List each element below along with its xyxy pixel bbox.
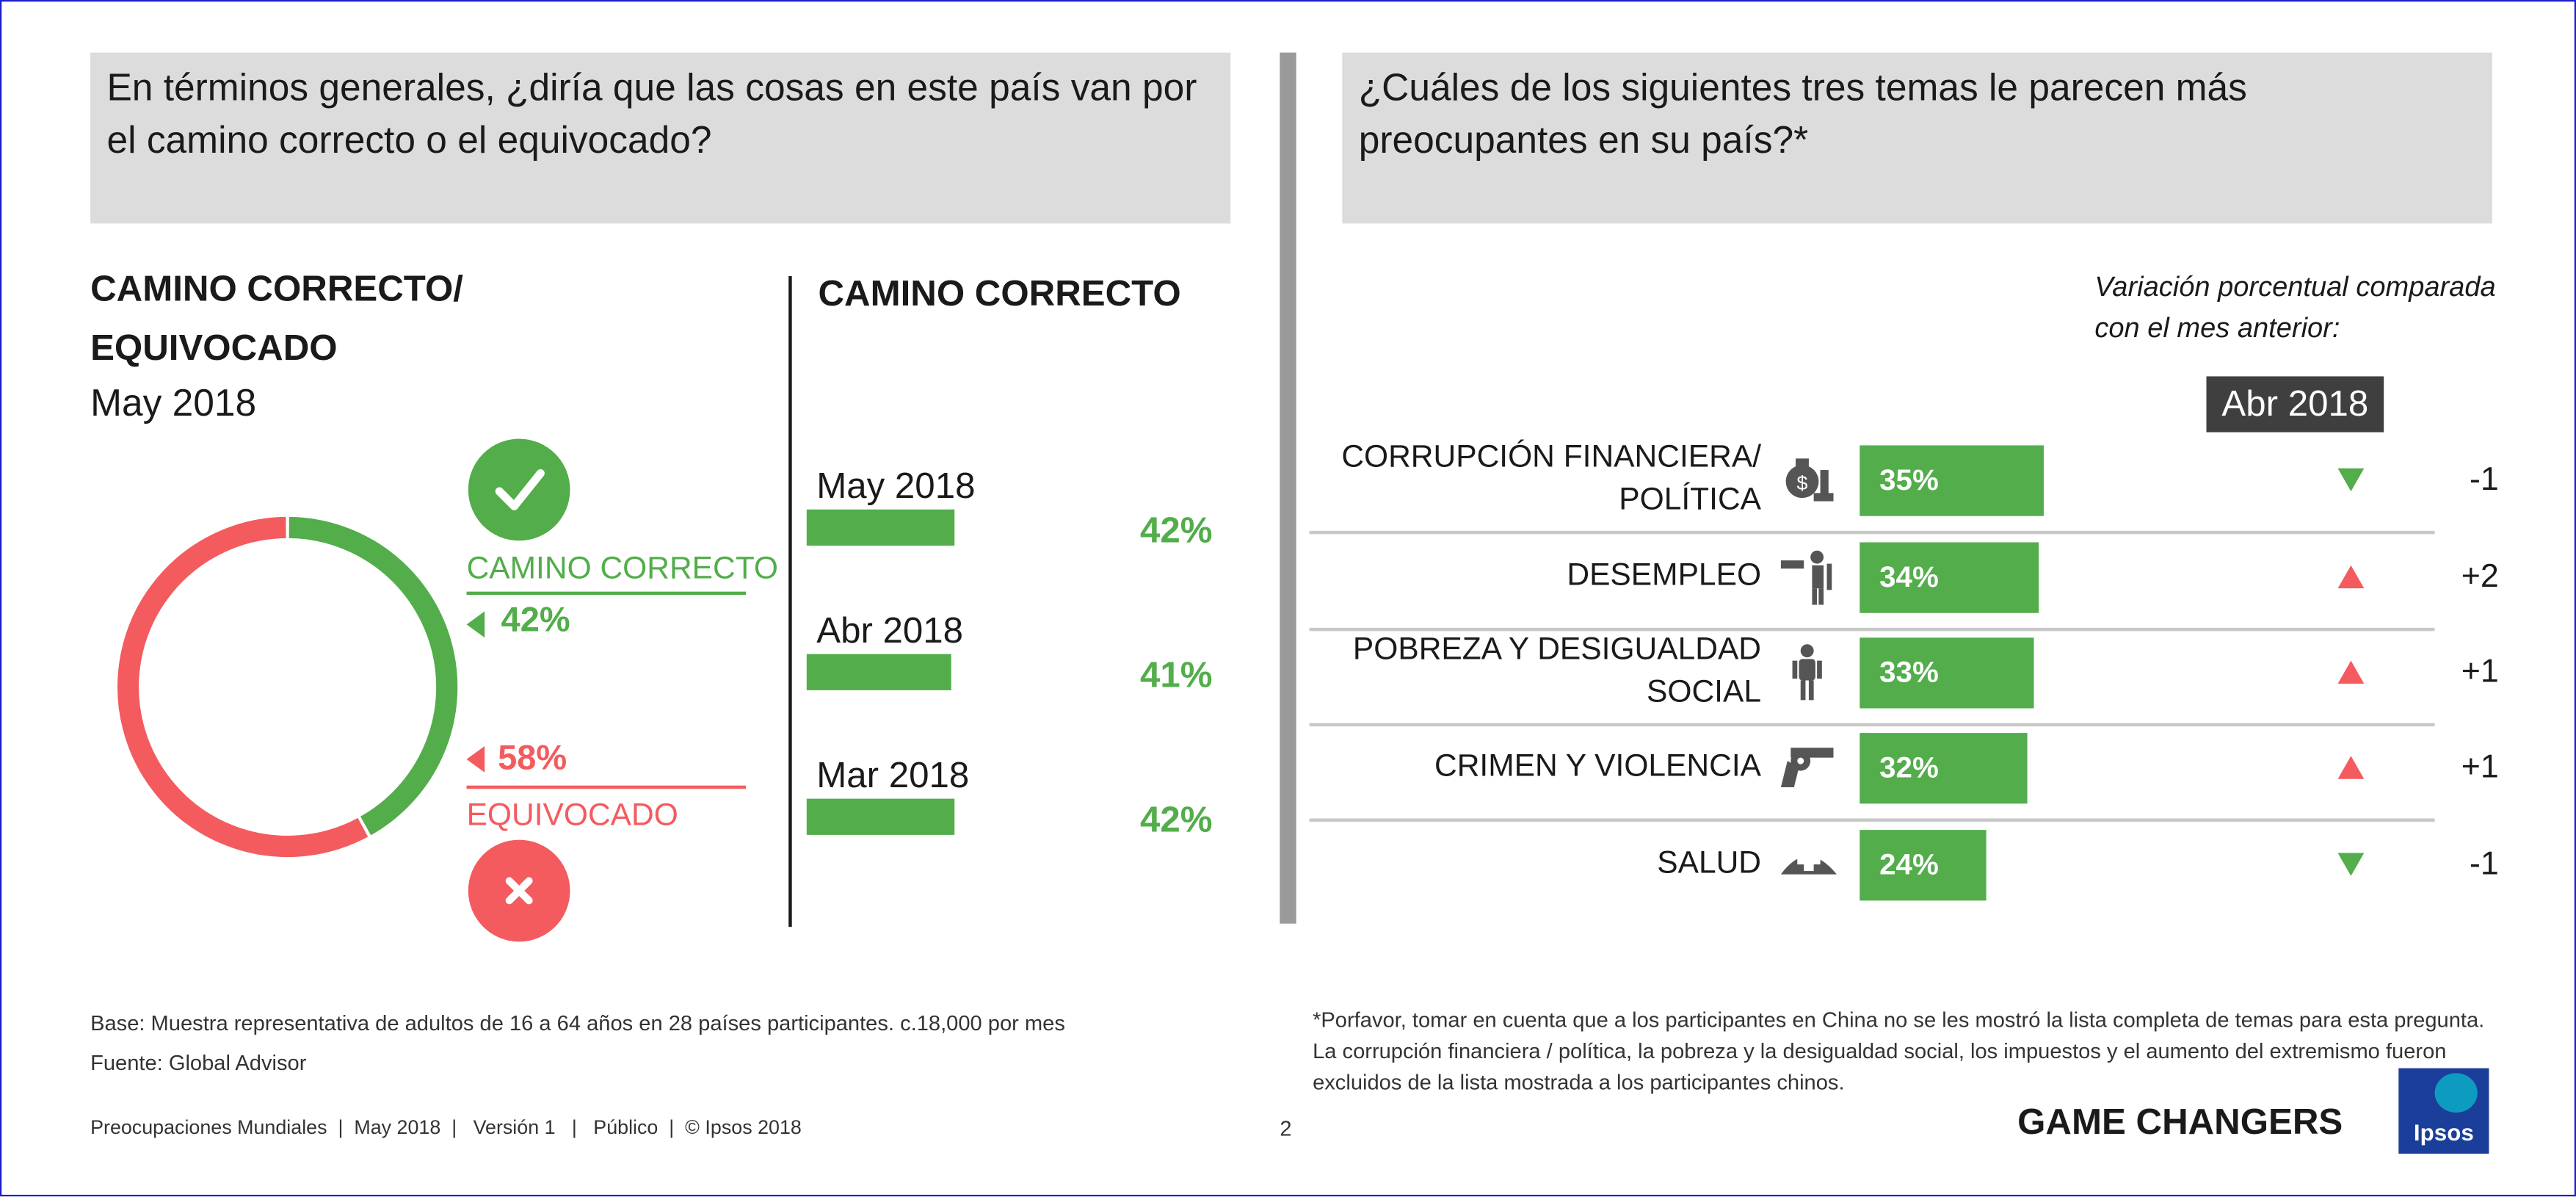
row-divider xyxy=(1309,530,2435,535)
trend-value-label: 42% xyxy=(1139,798,1213,840)
issue-value-label: 32% xyxy=(1879,751,1939,784)
footer-text: Preocupaciones Mundiales | May 2018 | Ve… xyxy=(90,1115,802,1139)
center-divider xyxy=(1280,52,1296,924)
triangle-down-icon xyxy=(2337,468,2365,492)
revolver-icon xyxy=(1780,748,1834,787)
triangle-down-icon xyxy=(2337,853,2365,876)
page-number: 2 xyxy=(1280,1115,1292,1141)
brand-text: GAME CHANGERS xyxy=(2017,1101,2343,1143)
base-note: Base: Muestra representativa de adultos … xyxy=(90,1010,1065,1035)
trend-value-label: 41% xyxy=(1139,654,1213,695)
right-question-box: ¿Cuáles de los siguientes tres temas le … xyxy=(1342,52,2492,224)
issue-value-label: 34% xyxy=(1879,560,1939,593)
donut-chart xyxy=(117,516,458,858)
issue-change-label: -1 xyxy=(2470,846,2499,883)
issue-label: DESEMPLEO xyxy=(1567,558,1762,593)
issue-change-label: +1 xyxy=(2461,749,2499,786)
issue-value-label: 24% xyxy=(1879,847,1939,881)
issue-label: POBREZA Y DESIGUALDAD SOCIAL xyxy=(1352,632,1762,710)
issue-change-label: +1 xyxy=(2461,654,2499,690)
wrong-label: EQUIVOCADO xyxy=(466,798,678,833)
pointing-hand-icon xyxy=(1780,550,1832,605)
variation-note-line-1: Variación porcentual comparada xyxy=(2094,271,2496,303)
wrong-underline xyxy=(466,785,747,789)
donut-slice-correct xyxy=(289,516,458,836)
pie-period: May 2018 xyxy=(90,381,257,424)
trend-title: CAMINO CORRECTO xyxy=(818,272,1181,314)
issue-change-label: -1 xyxy=(2470,461,2499,499)
issue-value-label: 35% xyxy=(1879,463,1939,496)
issue-label: SALUD xyxy=(1657,846,1762,881)
trend-category-label: May 2018 xyxy=(816,465,976,507)
trend-bar xyxy=(806,509,955,546)
row-divider xyxy=(1309,818,2435,822)
issue-bar xyxy=(1860,542,2039,613)
left-question-box: En términos generales, ¿diría que las co… xyxy=(90,52,1231,224)
issue-change-label: +2 xyxy=(2461,558,2499,596)
nurse-cap-icon xyxy=(1780,847,1837,875)
footnote-line-2: La corrupción financiera / política, la … xyxy=(1313,1038,2447,1063)
issue-bar xyxy=(1860,637,2033,709)
cross-icon xyxy=(468,839,570,942)
issue-label: CORRUPCIÓN FINANCIERA/POLÍTICA xyxy=(1341,440,1762,518)
compare-badge: Abr 2018 xyxy=(2206,376,2384,433)
ipsos-logo: Ipsos xyxy=(2398,1068,2489,1154)
trend-category-label: Abr 2018 xyxy=(816,610,964,651)
issue-value-label: 33% xyxy=(1879,655,1939,689)
correct-pct: 42% xyxy=(501,601,570,640)
footnote-line-1: *Porfavor, tomar en cuenta que a los par… xyxy=(1313,1007,2485,1033)
issue-bar xyxy=(1860,830,1987,901)
triangle-up-icon xyxy=(2337,660,2365,684)
triangle-up-icon xyxy=(2337,565,2365,589)
ipsos-logo-text: Ipsos xyxy=(2413,1119,2474,1146)
pie-title-line-1: CAMINO CORRECTO/ xyxy=(90,267,463,309)
variation-note: Variación porcentual comparada con el me… xyxy=(2094,267,2495,349)
trend-bar xyxy=(806,798,955,835)
correct-label: CAMINO CORRECTO xyxy=(466,552,779,587)
source-note: Fuente: Global Advisor xyxy=(90,1050,307,1075)
money-bag-icon: $ xyxy=(1785,458,1834,502)
person-icon xyxy=(1792,644,1822,701)
correct-underline xyxy=(466,591,747,596)
variation-note-line-2: con el mes anterior: xyxy=(2094,312,2340,344)
issue-bar xyxy=(1860,445,2044,516)
trend-value-label: 42% xyxy=(1139,509,1213,551)
check-icon xyxy=(468,438,570,541)
left-divider xyxy=(788,275,792,927)
issue-bar xyxy=(1860,733,2028,804)
pie-title-line-2: EQUIVOCADO xyxy=(90,327,338,369)
ipsos-logo-mark-icon xyxy=(2434,1073,2478,1113)
correct-pointer-icon xyxy=(466,611,485,638)
left-question: En términos generales, ¿diría que las co… xyxy=(106,65,1197,162)
trend-bar xyxy=(806,654,952,690)
right-question: ¿Cuáles de los siguientes tres temas le … xyxy=(1358,65,2247,162)
wrong-pointer-icon xyxy=(466,746,485,773)
footnote-line-3: excluidos de la lista mostrada a los par… xyxy=(1313,1069,1845,1095)
issue-label: CRIMEN Y VIOLENCIA xyxy=(1434,749,1762,784)
svg-text:$: $ xyxy=(1797,472,1808,494)
row-divider xyxy=(1309,627,2435,632)
row-divider xyxy=(1309,723,2435,727)
pie-title: CAMINO CORRECTO/ EQUIVOCADO xyxy=(90,260,463,378)
wrong-pct: 58% xyxy=(498,739,567,778)
trend-category-label: Mar 2018 xyxy=(816,754,970,796)
triangle-up-icon xyxy=(2337,756,2365,779)
donut-slice-wrong xyxy=(117,516,369,858)
